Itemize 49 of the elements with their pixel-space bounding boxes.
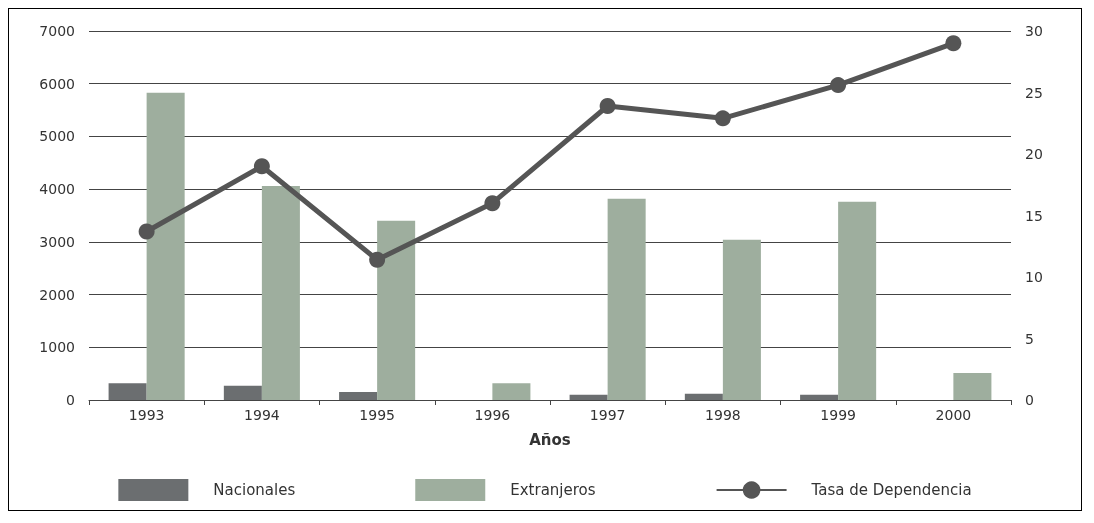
bar (492, 383, 531, 400)
y2-tick-label: 15 (1025, 207, 1043, 224)
bar (838, 201, 877, 400)
y2-tick-label: 10 (1025, 269, 1043, 285)
y2-tick-label: 25 (1025, 84, 1043, 101)
y-tick-label: 4000 (39, 181, 75, 198)
bar (108, 383, 147, 400)
bar (339, 392, 378, 400)
legend-label: Extranjeros (510, 481, 596, 499)
x-tick-label: 1993 (128, 407, 165, 423)
x-tick-label: 1995 (359, 407, 395, 423)
y2-tick-label: 30 (1025, 23, 1043, 39)
bar (800, 394, 839, 400)
x-tick-label: 2000 (935, 407, 972, 423)
bar (607, 198, 646, 400)
bar (569, 394, 608, 400)
point (599, 98, 616, 115)
point (830, 77, 847, 94)
y-tick-label: 1000 (39, 339, 75, 356)
x-tick-label: 1999 (820, 407, 856, 423)
point (253, 158, 270, 175)
x-tick-label: 1994 (244, 407, 280, 423)
y-tick-label: 3000 (39, 233, 75, 250)
bar (377, 220, 416, 400)
bar (146, 92, 185, 400)
point (138, 223, 155, 240)
y2-tick-label: 5 (1025, 330, 1034, 347)
y-tick-label: 0 (66, 392, 75, 408)
y-tick-label: 7000 (39, 23, 75, 39)
point (714, 110, 731, 127)
legend-label: Nacionales (213, 481, 296, 499)
point (369, 251, 386, 268)
bar (223, 385, 262, 400)
bar (261, 185, 300, 400)
x-axis-title: Años (529, 430, 571, 449)
point (945, 35, 962, 52)
y-tick-label: 6000 (39, 75, 75, 92)
x-tick-label: 1996 (474, 407, 511, 423)
bar (722, 239, 761, 400)
point (484, 195, 501, 212)
y2-tick-label: 0 (1025, 392, 1034, 408)
x-tick-label: 1998 (705, 407, 741, 423)
legend-label: Tasa de Dependencia (810, 481, 972, 499)
y2-tick-label: 20 (1025, 146, 1043, 162)
y-tick-label: 2000 (39, 286, 75, 303)
y-tick-label: 5000 (39, 128, 75, 145)
bar (684, 393, 723, 400)
bar (953, 373, 992, 400)
x-tick-label: 1997 (589, 407, 626, 423)
